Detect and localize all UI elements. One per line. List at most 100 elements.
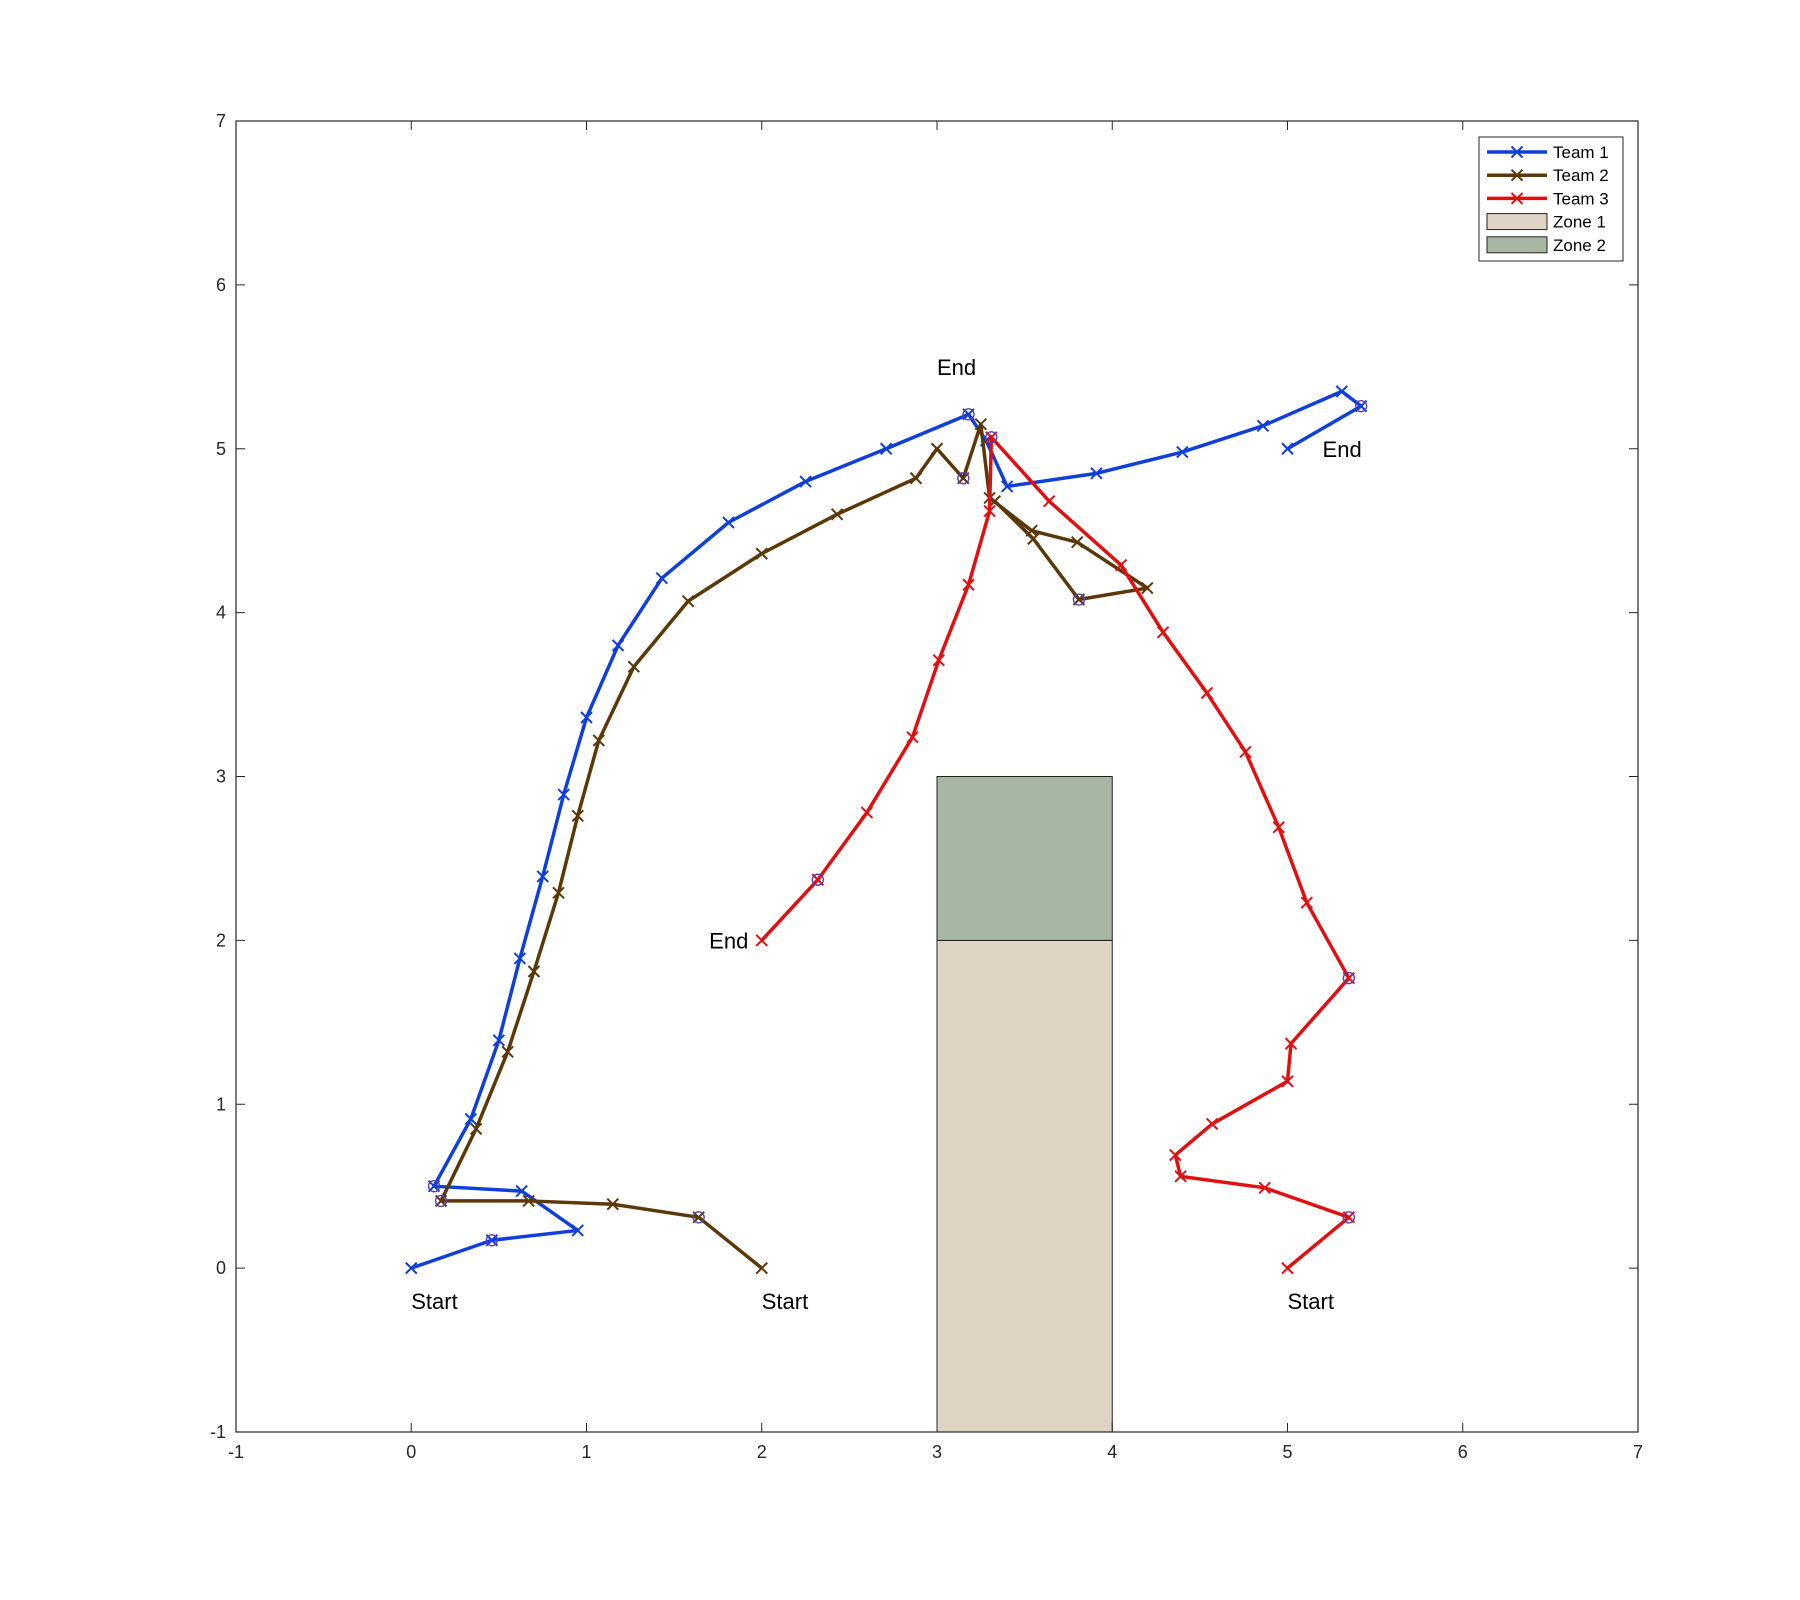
series-line-3 <box>760 435 1351 1270</box>
series-1 <box>405 385 1368 1275</box>
annotation-start: Start <box>1288 1289 1334 1314</box>
x-tick-label: 7 <box>1633 1442 1643 1462</box>
data-point <box>536 870 549 883</box>
data-point <box>513 952 527 965</box>
annotation-start: Start <box>762 1289 808 1314</box>
data-point <box>755 547 768 560</box>
series-3 <box>755 431 1356 1275</box>
data-point <box>932 653 945 667</box>
data-point <box>1272 821 1285 834</box>
legend-marker <box>1510 168 1524 182</box>
data-point <box>1114 558 1128 572</box>
data-point <box>830 508 844 521</box>
data-point <box>522 1194 535 1208</box>
data-point <box>580 711 593 724</box>
legend: Team 1 Team 2 Team 3 Zone 1 Zone 2 <box>1478 136 1624 262</box>
data-point <box>1281 1075 1294 1088</box>
legend-marker <box>1510 145 1524 159</box>
y-tick-label: 0 <box>216 1258 226 1278</box>
y-tick-label: 1 <box>216 1094 226 1114</box>
y-tick-label: 2 <box>216 930 226 950</box>
data-point <box>1156 626 1170 639</box>
zone-rect-1 <box>936 939 1113 1433</box>
circled-point <box>485 1234 499 1247</box>
data-point <box>552 886 565 900</box>
data-point <box>1141 581 1154 595</box>
legend-label-zone-2: Zone 2 <box>1553 236 1606 255</box>
data-point <box>1027 532 1040 546</box>
data-point <box>627 660 641 673</box>
data-point <box>1335 385 1349 398</box>
annotation-end: End <box>1323 437 1362 462</box>
circled-point <box>692 1211 705 1224</box>
circled-point <box>985 431 998 444</box>
data-point <box>930 442 944 455</box>
data-point <box>571 1224 584 1237</box>
annotation-end: End <box>937 355 976 380</box>
data-point <box>1169 1148 1182 1162</box>
data-point <box>611 639 625 652</box>
data-point <box>571 809 584 823</box>
zones-layer <box>936 776 1113 1433</box>
x-tick-label: 3 <box>932 1442 942 1462</box>
data-point <box>722 516 735 529</box>
x-tick-label: -1 <box>228 1442 244 1462</box>
circled-point <box>1342 1211 1356 1224</box>
data-point <box>1000 480 1014 493</box>
data-point <box>1239 745 1252 759</box>
legend-swatch-zone-1 <box>1486 213 1548 231</box>
data-point <box>860 806 874 819</box>
data-point <box>464 1112 478 1126</box>
x-tick-label: 5 <box>1282 1442 1292 1462</box>
data-point <box>1256 419 1270 433</box>
data-point <box>1284 1037 1298 1050</box>
data-point <box>592 734 605 747</box>
data-point <box>755 934 768 947</box>
data-point <box>405 1261 418 1275</box>
circled-point <box>427 1179 441 1193</box>
data-point <box>469 1122 483 1136</box>
data-point <box>909 472 923 485</box>
y-tick-label: 3 <box>216 767 226 787</box>
data-point <box>962 578 975 591</box>
data-point <box>799 475 812 488</box>
x-tick-label: 0 <box>406 1442 416 1462</box>
data-point <box>655 572 669 585</box>
x-tick-label: 1 <box>581 1442 591 1462</box>
y-tick-label: 5 <box>216 439 226 459</box>
series-line-1 <box>410 389 1363 1270</box>
zone-rect-2 <box>936 776 1113 941</box>
legend-label-zone-1: Zone 1 <box>1553 213 1606 232</box>
circled-point <box>1342 971 1356 985</box>
data-point <box>879 442 893 455</box>
legend-label-series-1: Team 1 <box>1553 143 1609 162</box>
data-point <box>974 417 988 431</box>
circled-point <box>434 1194 448 1208</box>
y-tick-label: 7 <box>216 111 226 131</box>
circled-point <box>962 408 975 421</box>
data-point <box>906 730 919 744</box>
data-point <box>1200 686 1214 700</box>
data-point <box>1258 1181 1271 1195</box>
annotation-start: Start <box>411 1289 457 1314</box>
data-point <box>681 594 695 608</box>
data-point <box>1281 1261 1294 1275</box>
x-tick-label: 2 <box>757 1442 767 1462</box>
data-point <box>1090 467 1103 480</box>
data-point <box>1070 535 1084 549</box>
data-point <box>1174 1170 1187 1183</box>
data-point <box>1042 494 1056 508</box>
data-point <box>515 1184 528 1198</box>
x-tick-label: 4 <box>1107 1442 1117 1462</box>
data-point <box>1205 1117 1219 1131</box>
circled-point <box>811 873 825 886</box>
data-point <box>1300 896 1313 909</box>
legend-swatch-zone-2 <box>1486 236 1548 254</box>
data-point <box>606 1198 619 1211</box>
legend-label-series-2: Team 2 <box>1553 166 1609 185</box>
y-tick-label: -1 <box>210 1422 226 1442</box>
x-tick-label: 6 <box>1458 1442 1468 1462</box>
annotations-layer: Start Start Start End End End <box>411 355 1361 1314</box>
data-point <box>983 504 996 518</box>
